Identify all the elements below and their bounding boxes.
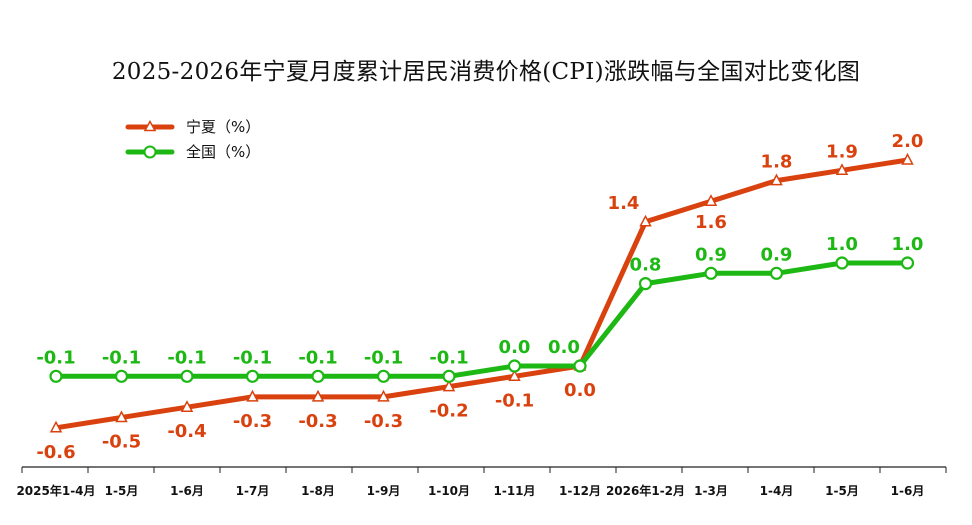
data-point-ningxia bbox=[442, 379, 456, 392]
data-label-ningxia: -0.1 bbox=[495, 390, 534, 411]
x-tick-label: 1-8月 bbox=[301, 484, 335, 498]
data-label-ningxia: -0.5 bbox=[102, 432, 141, 453]
series-line-ningxia bbox=[53, 157, 910, 431]
x-tick-label: 2025年1-4月 bbox=[16, 483, 95, 498]
data-point-ningxia bbox=[115, 410, 128, 423]
data-label-national: 0.0 bbox=[548, 337, 580, 358]
data-point-national bbox=[49, 369, 63, 383]
data-point-ningxia bbox=[639, 214, 652, 227]
data-point-national bbox=[245, 369, 260, 383]
x-tick-label: 1-5月 bbox=[105, 484, 139, 498]
data-label-national: -0.1 bbox=[364, 347, 403, 368]
data-label-ningxia: -0.3 bbox=[233, 411, 272, 432]
data-label-ningxia: 1.6 bbox=[695, 212, 727, 233]
data-label-national: 0.9 bbox=[695, 244, 727, 265]
data-label-ningxia: 2.0 bbox=[892, 131, 924, 152]
data-point-national bbox=[180, 369, 194, 383]
legend-marker-ningxia bbox=[143, 119, 157, 132]
x-tick-label: 1-10月 bbox=[428, 484, 470, 498]
data-point-ningxia bbox=[770, 173, 783, 186]
data-label-national: -0.1 bbox=[36, 347, 75, 368]
data-label-ningxia: 1.4 bbox=[608, 193, 640, 214]
data-label-national: 0.0 bbox=[499, 337, 531, 358]
data-point-ningxia bbox=[377, 389, 390, 402]
legend-marker-national bbox=[143, 145, 157, 159]
data-point-ningxia bbox=[901, 152, 914, 165]
x-tick-label: 1-6月 bbox=[891, 484, 925, 498]
data-label-ningxia: -0.4 bbox=[167, 421, 206, 442]
legend: 宁夏（%） 全国（%） bbox=[125, 118, 260, 161]
x-tick-label: 1-3月 bbox=[694, 484, 728, 498]
data-point-ningxia bbox=[311, 389, 325, 402]
data-point-national bbox=[638, 277, 653, 291]
data-point-national bbox=[704, 266, 718, 280]
data-point-national bbox=[900, 256, 915, 270]
data-point-national bbox=[376, 369, 391, 383]
x-tick-label: 1-5月 bbox=[825, 484, 859, 498]
data-point-national bbox=[507, 359, 522, 373]
data-label-national: 0.8 bbox=[630, 255, 662, 276]
x-tick-label: 1-12月 bbox=[559, 484, 601, 498]
data-labels: -0.6 -0.5 -0.4 -0.3 -0.3 -0.3 -0.2 -0.1 0.0 1.4 1.… bbox=[36, 131, 923, 463]
x-tick-label: 1-11月 bbox=[493, 484, 535, 498]
plot-area bbox=[49, 152, 915, 433]
data-label-ningxia: -0.3 bbox=[298, 411, 337, 432]
x-tick-label: 1-7月 bbox=[236, 484, 270, 498]
legend-item-national: 全国（%） bbox=[125, 143, 260, 161]
data-point-national bbox=[769, 266, 784, 280]
data-point-ningxia bbox=[246, 389, 259, 402]
series-line-national bbox=[53, 260, 910, 379]
legend-item-ningxia: 宁夏（%） bbox=[125, 118, 260, 136]
data-point-national bbox=[311, 369, 325, 383]
data-label-national: -0.1 bbox=[233, 347, 272, 368]
data-point-ningxia bbox=[704, 194, 718, 206]
data-label-national: 0.9 bbox=[761, 244, 793, 265]
data-point-ningxia bbox=[835, 163, 849, 176]
data-point-ningxia bbox=[508, 369, 521, 382]
legend-label-national: 全国（%） bbox=[186, 143, 260, 161]
data-label-ningxia: -0.3 bbox=[364, 411, 403, 432]
data-point-ningxia bbox=[49, 420, 63, 433]
data-label-ningxia: 0.0 bbox=[564, 380, 596, 401]
legend-label-ningxia: 宁夏（%） bbox=[186, 118, 260, 136]
data-label-ningxia: -0.2 bbox=[429, 401, 468, 422]
data-point-national bbox=[573, 359, 587, 373]
data-point-ningxia bbox=[180, 400, 194, 412]
data-point-national bbox=[114, 369, 129, 383]
data-label-national: -0.1 bbox=[429, 347, 468, 368]
data-label-national: 1.0 bbox=[892, 234, 924, 255]
data-point-national bbox=[835, 256, 849, 270]
data-point-national bbox=[442, 369, 456, 383]
data-label-ningxia: 1.8 bbox=[761, 152, 793, 173]
data-label-national: -0.1 bbox=[298, 347, 337, 368]
x-tick-label: 1-9月 bbox=[367, 484, 401, 498]
x-tick-label: 2026年1-2月 bbox=[606, 483, 685, 498]
data-label-national: -0.1 bbox=[102, 347, 141, 368]
x-tick-label: 1-4月 bbox=[760, 484, 794, 498]
data-label-national: -0.1 bbox=[167, 347, 206, 368]
chart-title: 2025-2026年宁夏月度累计居民消费价格(CPI)涨跌幅与全国对比变化图 bbox=[111, 59, 861, 85]
data-label-ningxia: 1.9 bbox=[826, 141, 858, 162]
data-label-national: 1.0 bbox=[826, 234, 858, 255]
data-label-ningxia: -0.6 bbox=[36, 442, 75, 463]
x-tick-label: 1-6月 bbox=[170, 484, 204, 498]
x-axis: 2025年1-4月 1-5月 1-6月 1-7月 1-8月 1-9月 1-10月 1-11月 1… bbox=[16, 466, 947, 498]
